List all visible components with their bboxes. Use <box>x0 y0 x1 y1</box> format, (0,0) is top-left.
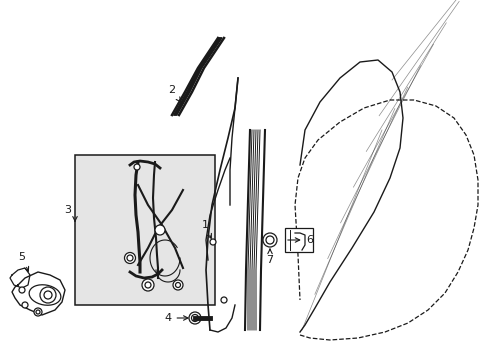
Circle shape <box>173 280 183 290</box>
Circle shape <box>124 252 135 264</box>
Text: 6: 6 <box>287 235 313 245</box>
Text: 2: 2 <box>168 85 180 102</box>
Circle shape <box>40 287 56 303</box>
Circle shape <box>155 225 164 235</box>
Circle shape <box>221 297 226 303</box>
Circle shape <box>209 239 216 245</box>
Text: 1: 1 <box>201 220 211 238</box>
Text: 4: 4 <box>164 313 187 323</box>
Circle shape <box>22 302 28 308</box>
Circle shape <box>134 164 140 170</box>
Text: 3: 3 <box>64 205 71 215</box>
Bar <box>285 228 312 252</box>
Bar <box>75 155 215 305</box>
Circle shape <box>189 312 201 324</box>
Circle shape <box>142 279 154 291</box>
Ellipse shape <box>29 285 61 305</box>
Text: 5: 5 <box>19 252 28 271</box>
Circle shape <box>263 233 276 247</box>
Text: 7: 7 <box>266 249 273 265</box>
Circle shape <box>34 308 42 316</box>
Circle shape <box>19 287 25 293</box>
